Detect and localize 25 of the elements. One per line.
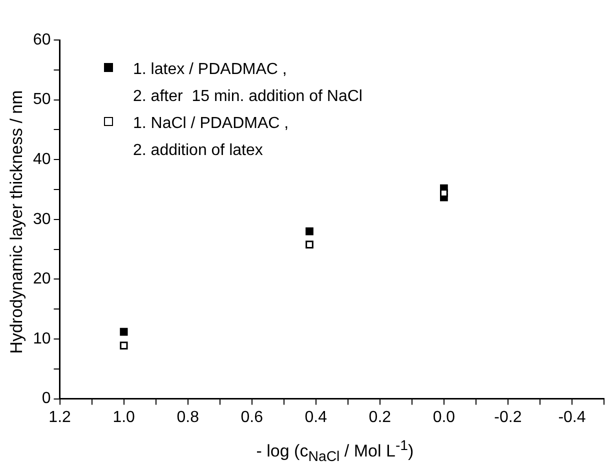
- x-tick-label: -0.4: [558, 408, 586, 426]
- x-tick-label: 0.4: [304, 408, 328, 426]
- legend-label: 1. NaCl / PDADMAC , 2. addition of latex: [133, 114, 289, 161]
- point: [306, 240, 314, 248]
- x-tick-label: 0.0: [432, 408, 456, 426]
- point: [120, 328, 128, 336]
- x-tick-label: 1.2: [48, 408, 72, 426]
- x-axis-title: - log (c$_{NaCl}$ / Mol L$^{-1}$): [255, 438, 415, 466]
- y-axis-title: Hydrodynamic layer thickness / nm: [7, 89, 27, 356]
- x-tick-label: 0.8: [176, 408, 200, 426]
- x-tick-label: 1.0: [112, 408, 136, 426]
- y-tick-label: 30: [33, 210, 51, 228]
- y-tick-label: 60: [33, 31, 51, 48]
- point: [306, 227, 314, 236]
- point: [440, 189, 448, 198]
- y-tick-label: 20: [33, 270, 51, 288]
- x-tick-label: 0.6: [240, 408, 264, 426]
- y-tick-label: 10: [33, 330, 51, 348]
- y-tick-label: 40: [33, 151, 51, 168]
- x-tick-label: -0.2: [494, 408, 522, 426]
- legend-label: 1. latex / PDADMAC , 2. after 15 min. addition of NaCl: [133, 60, 362, 107]
- y-tick-label: 50: [33, 91, 51, 108]
- point: [120, 342, 128, 350]
- x-tick-label: 0.2: [368, 408, 392, 426]
- y-tick-label: 0: [42, 390, 51, 408]
